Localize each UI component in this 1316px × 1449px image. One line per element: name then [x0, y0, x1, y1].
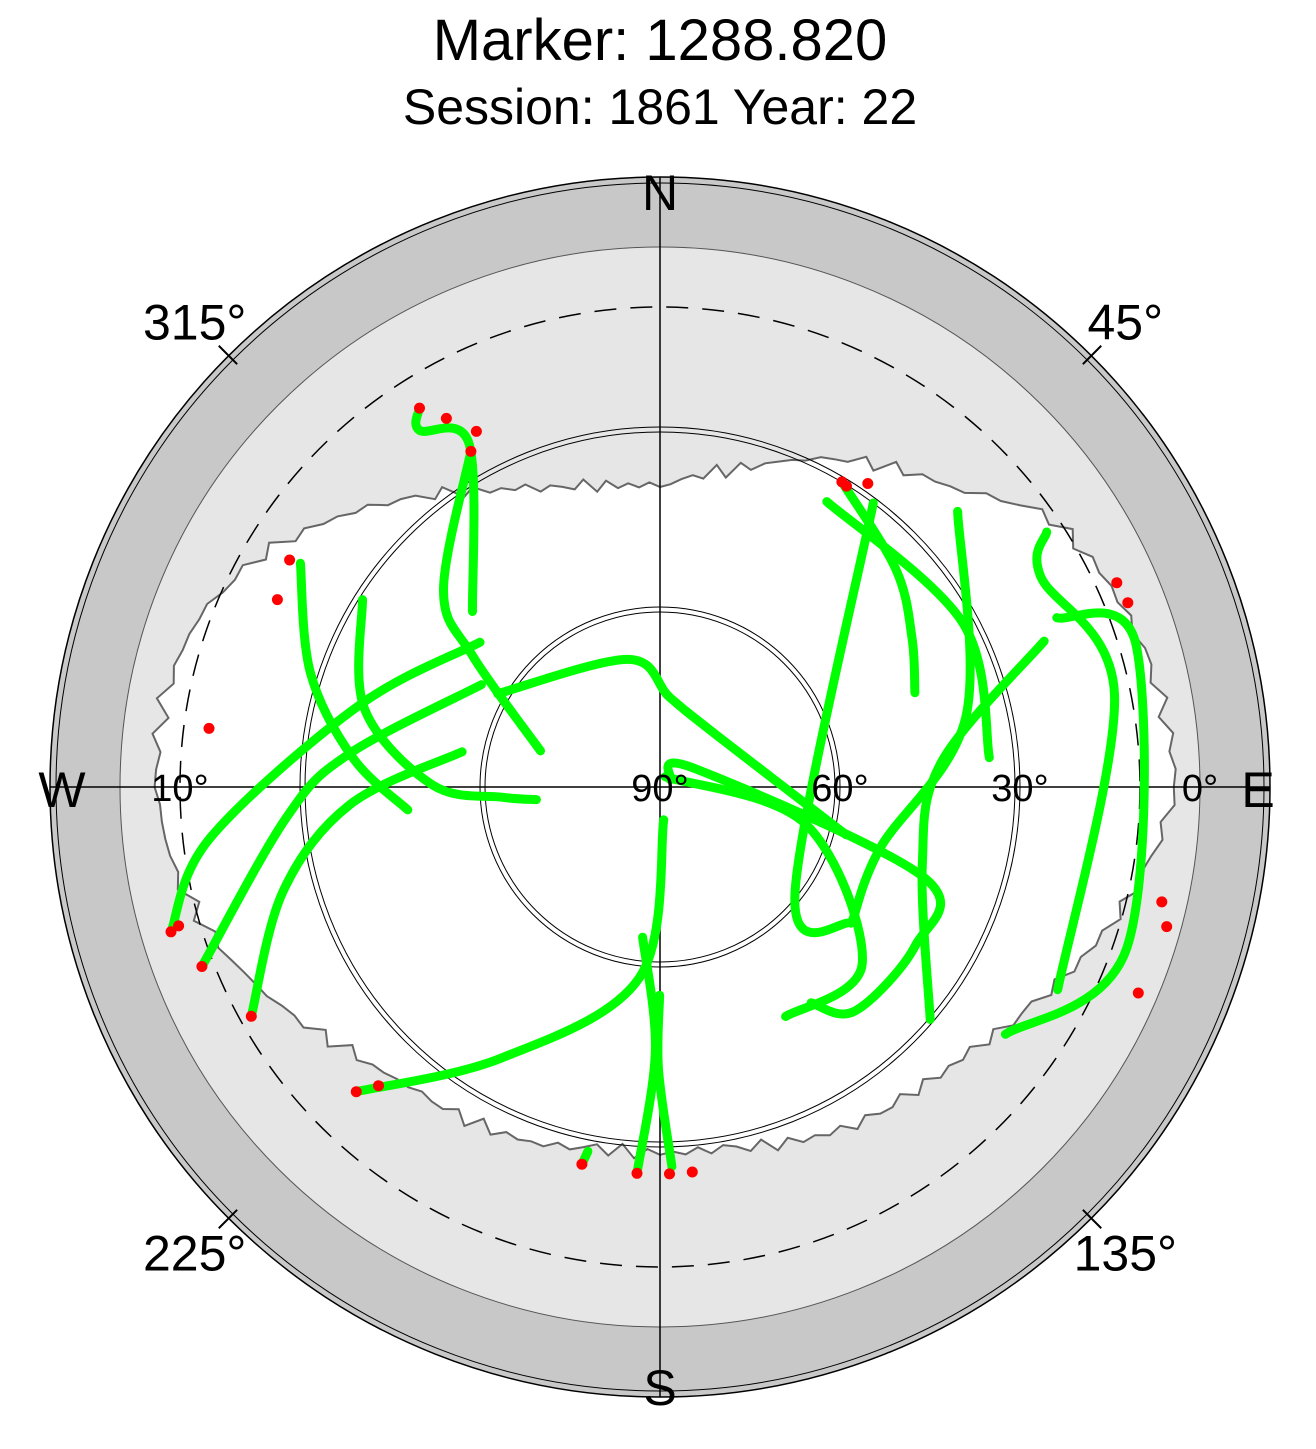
elevation-label-east-90: 90°	[631, 768, 688, 810]
elevation-label-east-60: 60°	[811, 768, 868, 810]
cardinal-south-label: S	[643, 1360, 676, 1416]
low-quality-point-3-1	[196, 961, 208, 972]
low-quality-point-4-2	[440, 412, 452, 424]
satellite-track-14	[822, 497, 994, 763]
elevation-labels: 0° 30° 60° 90° 10°	[151, 768, 1218, 810]
satellite-track-7	[351, 815, 669, 1097]
elevation-label-east-30: 30°	[991, 768, 1048, 810]
low-quality-point-21-1	[203, 722, 215, 734]
satellite-track-11	[493, 654, 851, 840]
low-quality-point-19-1	[1161, 921, 1173, 933]
satellite-track-6	[166, 637, 485, 937]
low-quality-point-20-1	[1122, 597, 1134, 609]
azimuth-tick-225	[218, 1209, 238, 1229]
chart-title: Marker: 1288.820	[433, 8, 888, 73]
low-quality-point-7-1	[350, 1086, 362, 1098]
satellite-track-12	[663, 758, 946, 1019]
low-quality-point-1-2	[271, 594, 283, 606]
elevation-label-east-0: 0°	[1182, 768, 1218, 810]
low-quality-point-10-1	[664, 1168, 675, 1180]
low-quality-point-2-1	[245, 1010, 257, 1022]
low-quality-point-1-1	[284, 554, 296, 566]
satellite-track-5	[438, 446, 545, 756]
azimuth-labels: 45° 135° 225° 315°	[143, 295, 1177, 1282]
azimuth-tick-135	[1082, 1209, 1102, 1229]
low-quality-point-6-2	[173, 920, 185, 932]
azimuth-label-45: 45°	[1087, 295, 1163, 351]
chart-subtitle: Session: 1861 Year: 22	[403, 79, 917, 135]
satellite-track-13	[660, 772, 867, 1021]
satellite-track-16	[790, 498, 878, 938]
satellite-track-3	[197, 680, 486, 971]
satellite-track-20	[1032, 527, 1120, 995]
cardinal-west-label: W	[38, 762, 86, 818]
azimuth-tick-45	[1082, 345, 1102, 365]
satellite-track-21	[354, 595, 541, 805]
satellite-track-19	[1000, 608, 1149, 1039]
satellite-track-10	[653, 990, 677, 1172]
low-quality-point-19-3	[1132, 987, 1144, 999]
cardinal-east-label: E	[1241, 762, 1274, 818]
satellite-track-17	[917, 636, 1049, 1024]
low-quality-point-4-1	[414, 402, 425, 414]
low-quality-point-9-1	[631, 1167, 643, 1179]
tracks-layer	[166, 403, 1149, 1178]
low-quality-point-7-2	[373, 1080, 384, 1092]
low-quality-point-8-1	[576, 1158, 588, 1170]
satellite-track-4	[411, 403, 479, 616]
low-quality-point-19-2	[1156, 896, 1168, 908]
low-quality-points-layer	[165, 402, 1173, 1180]
azimuth-label-315: 315°	[143, 295, 246, 351]
low-quality-point-6-1	[165, 926, 177, 938]
low-quality-point-18-3	[862, 478, 874, 489]
low-quality-point-10-2	[686, 1166, 698, 1178]
low-quality-point-20-2	[1111, 577, 1123, 589]
low-quality-point-5-1	[465, 445, 477, 457]
azimuth-label-135: 135°	[1074, 1225, 1177, 1281]
low-quality-point-18-2	[841, 480, 852, 492]
cardinal-north-label: N	[642, 165, 678, 221]
low-quality-point-4-3	[470, 425, 482, 437]
azimuth-tick-315	[218, 345, 238, 365]
azimuth-label-225: 225°	[143, 1225, 246, 1281]
elevation-label-west-10: 10°	[151, 768, 208, 810]
satellite-track-18	[837, 477, 920, 698]
